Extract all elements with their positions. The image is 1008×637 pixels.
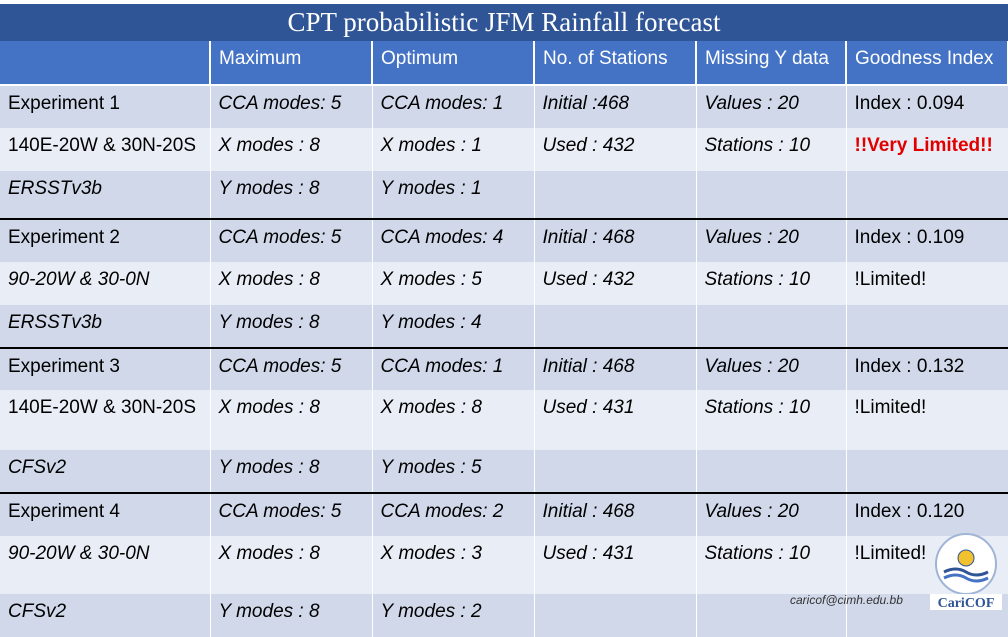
dataset-cell: ERSSTv3b (0, 171, 211, 220)
cell (696, 171, 847, 220)
cell: Y modes : 8 (210, 594, 373, 637)
header-stations: No. of Stations (534, 41, 697, 86)
goodness-index: Index : 0.109 (846, 219, 1008, 262)
slide-title: CPT probabilistic JFM Rainfall forecast (0, 0, 1008, 44)
goodness-rating: !!Very Limited!! (846, 128, 1008, 171)
experiment-name: Experiment 2 (0, 219, 211, 262)
logo-text: CariCOF (938, 596, 995, 611)
cell (846, 305, 1008, 349)
table-row: CFSv2 Y modes : 8 Y modes : 5 (0, 450, 1008, 494)
cell (534, 450, 697, 494)
table-row: Experiment 4 CCA modes: 5 CCA modes: 2 I… (0, 493, 1008, 536)
domain-cell: 140E-20W & 30N-20S (0, 390, 211, 450)
experiment-name: Experiment 3 (0, 348, 211, 390)
table-row: ERSSTv3b Y modes : 8 Y modes : 4 (0, 305, 1008, 349)
cell: Values : 20 (696, 493, 847, 536)
goodness-rating: !Limited! (846, 390, 1008, 450)
cell: Stations : 10 (696, 262, 847, 305)
cell: Initial : 468 (534, 493, 697, 536)
cell: X modes : 5 (372, 262, 535, 305)
cell (846, 450, 1008, 494)
cell: Y modes : 8 (210, 171, 373, 220)
caricof-logo: CariCOF (930, 533, 1002, 611)
goodness-rating: !Limited! (846, 262, 1008, 305)
header-missing-y: Missing Y data (696, 41, 847, 86)
table-row: 90-20W & 30-0N X modes : 8 X modes : 3 U… (0, 536, 1008, 594)
cell: X modes : 3 (372, 536, 535, 594)
cell: X modes : 8 (210, 390, 373, 450)
cell: X modes : 8 (372, 390, 535, 450)
cell: Stations : 10 (696, 390, 847, 450)
header-cell-blank (0, 41, 211, 86)
goodness-index: Index : 0.094 (846, 85, 1008, 128)
dataset-cell: CFSv2 (0, 594, 211, 637)
goodness-index: Index : 0.120 (846, 493, 1008, 536)
header-goodness: Goodness Index (846, 41, 1008, 86)
cell: X modes : 8 (210, 128, 373, 171)
table-row: Experiment 3 CCA modes: 5 CCA modes: 1 I… (0, 348, 1008, 390)
footer-email: caricof@cimh.edu.bb (790, 593, 903, 607)
cell: CCA modes: 5 (210, 348, 373, 390)
header-optimum: Optimum (372, 41, 535, 86)
cell: Y modes : 5 (372, 450, 535, 494)
table-row: 140E-20W & 30N-20S X modes : 8 X modes :… (0, 128, 1008, 171)
cell: Y modes : 8 (210, 450, 373, 494)
cell: X modes : 1 (372, 128, 535, 171)
experiment-name: Experiment 4 (0, 493, 211, 536)
cell: Used : 431 (534, 536, 697, 594)
cell: Y modes : 8 (210, 305, 373, 349)
cell: CCA modes: 2 (372, 493, 535, 536)
cell: Initial :468 (534, 85, 697, 128)
cell (846, 171, 1008, 220)
domain-cell: 90-20W & 30-0N (0, 262, 211, 305)
cell (534, 305, 697, 349)
cell: CCA modes: 5 (210, 219, 373, 262)
cell: Y modes : 2 (372, 594, 535, 637)
cell: CCA modes: 1 (372, 348, 535, 390)
experiment-name: Experiment 1 (0, 85, 211, 128)
cell: Initial : 468 (534, 348, 697, 390)
domain-cell: 90-20W & 30-0N (0, 536, 211, 594)
cell: Y modes : 1 (372, 171, 535, 220)
cell (696, 305, 847, 349)
goodness-index: Index : 0.132 (846, 348, 1008, 390)
table-row: 140E-20W & 30N-20S X modes : 8 X modes :… (0, 390, 1008, 450)
cell: X modes : 8 (210, 536, 373, 594)
cell (534, 171, 697, 220)
dataset-cell: ERSSTv3b (0, 305, 211, 349)
table-row: 90-20W & 30-0N X modes : 8 X modes : 5 U… (0, 262, 1008, 305)
cell: Values : 20 (696, 219, 847, 262)
table-row: Experiment 1 CCA modes: 5 CCA modes: 1 I… (0, 85, 1008, 128)
slide-title-text: CPT probabilistic JFM Rainfall forecast (269, 7, 739, 37)
cell: Y modes : 4 (372, 305, 535, 349)
cell: Values : 20 (696, 348, 847, 390)
dataset-cell: CFSv2 (0, 450, 211, 494)
header-row: Maximum Optimum No. of Stations Missing … (0, 41, 1008, 86)
cell: CCA modes: 5 (210, 85, 373, 128)
cell: CCA modes: 4 (372, 219, 535, 262)
cell: CCA modes: 5 (210, 493, 373, 536)
domain-cell: 140E-20W & 30N-20S (0, 128, 211, 171)
cell: Initial : 468 (534, 219, 697, 262)
cell (696, 450, 847, 494)
cell: X modes : 8 (210, 262, 373, 305)
table-row: Experiment 2 CCA modes: 5 CCA modes: 4 I… (0, 219, 1008, 262)
cell: Values : 20 (696, 85, 847, 128)
cell: Stations : 10 (696, 536, 847, 594)
cell: CCA modes: 1 (372, 85, 535, 128)
table-row: ERSSTv3b Y modes : 8 Y modes : 1 (0, 171, 1008, 220)
cell (534, 594, 697, 637)
forecast-table: Maximum Optimum No. of Stations Missing … (0, 41, 1008, 637)
cell: Stations : 10 (696, 128, 847, 171)
cell: Used : 432 (534, 262, 697, 305)
header-maximum: Maximum (210, 41, 373, 86)
cell: Used : 432 (534, 128, 697, 171)
cell: Used : 431 (534, 390, 697, 450)
